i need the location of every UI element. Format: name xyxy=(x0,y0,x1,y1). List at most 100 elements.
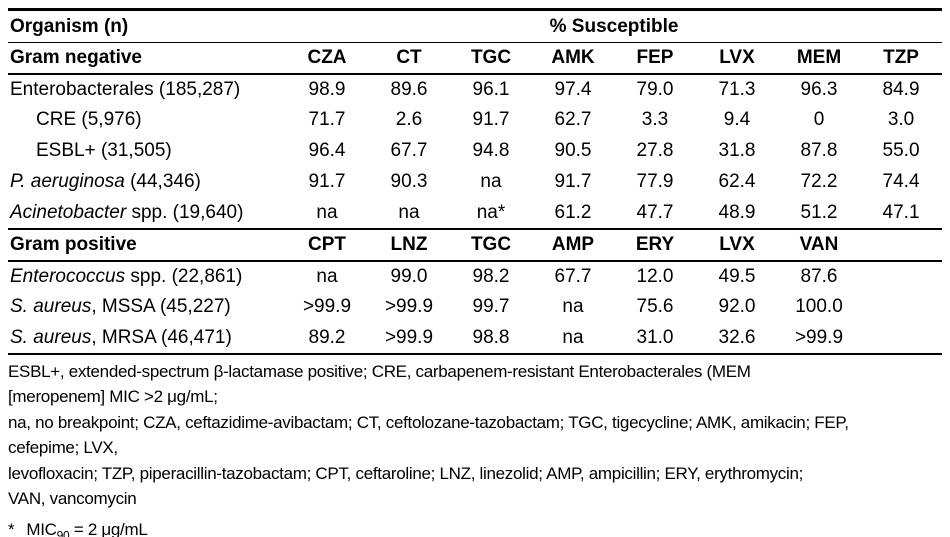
value-cell: 48.9 xyxy=(718,201,756,223)
value-cell: 47.1 xyxy=(882,201,920,223)
value-cell: 98.8 xyxy=(450,322,532,355)
value-cell: 96.3 xyxy=(800,78,838,100)
value-cell: 99.7 xyxy=(472,296,510,317)
value-cell: 62.7 xyxy=(554,109,592,130)
organism-cell: S. aureus, MSSA (45,227) xyxy=(10,296,231,317)
organism-italic-name: S. aureus xyxy=(10,326,92,348)
mic-subscript: 90 xyxy=(56,527,70,537)
organism-cell: Enterobacterales (185,287) xyxy=(10,78,241,100)
section-header-row-gram-positive: Gram positive CPT LNZ TGC AMP ERY LVX VAN xyxy=(8,227,943,262)
organism-italic-name: P. aeruginosa xyxy=(10,171,125,192)
organism-italic-name: Enterococcus xyxy=(10,265,126,287)
value-cell: 51.2 xyxy=(800,201,838,223)
value-cell: 92.0 xyxy=(718,296,756,317)
value-cell: 61.2 xyxy=(554,201,592,223)
organism-cell: Acinetobacter spp. (19,640) xyxy=(10,201,244,223)
table-title-row: Organism (n) % Susceptible xyxy=(8,8,943,43)
column-header-ct: CT xyxy=(368,42,450,75)
organism-cell: P. aeruginosa (44,346) xyxy=(10,171,201,192)
value-cell: 27.8 xyxy=(636,140,674,161)
table-row: Enterobacterales (185,287) 98.9 89.6 96.1 97… xyxy=(8,74,942,105)
value-cell: 32.6 xyxy=(696,322,778,355)
value-cell: 75.6 xyxy=(636,296,674,317)
percent-susceptible-header: % Susceptible xyxy=(286,8,943,43)
value-cell: 96.4 xyxy=(308,140,346,161)
organism-italic-name: Acinetobacter xyxy=(10,201,127,223)
value-cell: >99.9 xyxy=(384,296,434,317)
value-cell: 87.8 xyxy=(800,140,838,161)
value-cell: 98.2 xyxy=(472,265,510,287)
value-cell: 89.6 xyxy=(390,78,428,100)
value-cell: 74.4 xyxy=(882,171,920,192)
value-cell: 67.7 xyxy=(390,140,428,161)
column-header-fep: FEP xyxy=(614,42,696,75)
value-cell: 67.7 xyxy=(554,265,592,287)
value-cell: 72.2 xyxy=(800,171,838,192)
value-cell: na xyxy=(532,322,614,355)
organism-italic-name: S. aureus xyxy=(10,296,92,317)
value-cell: 94.8 xyxy=(472,140,510,161)
table-row: Enterococcus spp. (22,861) na 99.0 98.2 67.7… xyxy=(8,261,942,292)
value-cell: 91.7 xyxy=(472,109,510,130)
table-row: S. aureus, MSSA (45,227) >99.9 >99.9 99.7 na… xyxy=(8,292,942,323)
value-cell: 98.9 xyxy=(308,78,346,100)
value-cell: 62.4 xyxy=(718,171,756,192)
section-label-gram-negative: Gram negative xyxy=(8,42,286,75)
value-cell: na xyxy=(316,265,338,287)
organism-cell: S. aureus, MRSA (46,471) xyxy=(8,322,286,355)
column-header-tgc: TGC xyxy=(450,42,532,75)
value-cell: 49.5 xyxy=(718,265,756,287)
value-cell: 97.4 xyxy=(554,78,592,100)
value-cell: 71.3 xyxy=(718,78,756,100)
value-cell: 96.1 xyxy=(472,78,510,100)
column-header-empty xyxy=(860,227,943,262)
value-cell: 87.6 xyxy=(800,265,838,287)
value-cell: 47.7 xyxy=(636,201,674,223)
footnote-line: VAN, vancomycin xyxy=(8,489,137,508)
value-cell: 0 xyxy=(813,109,825,130)
table-row: CRE (5,976) 71.7 2.6 91.7 62.7 3.3 9.4 0 3.0 xyxy=(8,105,942,136)
column-header-amk: AMK xyxy=(532,42,614,75)
value-cell: >99.9 xyxy=(302,296,352,317)
value-cell xyxy=(860,292,942,323)
value-cell: 3.0 xyxy=(887,109,915,130)
susceptibility-table: Organism (n) % Susceptible Gram negative… xyxy=(8,8,943,355)
section-header-row-gram-negative: Gram negative CZA CT TGC AMK FEP LVX MEM TZP xyxy=(8,42,943,75)
value-cell: 99.0 xyxy=(390,265,428,287)
section-label-gram-positive: Gram positive xyxy=(8,227,286,262)
value-cell: >99.9 xyxy=(778,322,860,355)
value-cell: na xyxy=(480,171,502,192)
footnote-asterisk-line: * MIC90 = 2 μg/mL xyxy=(8,517,942,537)
value-cell: >99.9 xyxy=(368,322,450,355)
column-header-ery: ERY xyxy=(614,227,696,262)
value-cell: 100.0 xyxy=(795,296,843,317)
value-cell: 55.0 xyxy=(882,140,920,161)
column-header-mem: MEM xyxy=(778,42,860,75)
column-header-cpt: CPT xyxy=(286,227,368,262)
organism-cell: ESBL+ (31,505) xyxy=(36,140,172,161)
table-row: ESBL+ (31,505) 96.4 67.7 94.8 90.5 27.8 31.8 87… xyxy=(8,136,942,167)
column-header-lvx: LVX xyxy=(696,227,778,262)
table-row: Acinetobacter spp. (19,640) na na na* 61.2 47… xyxy=(8,198,942,229)
table-row: P. aeruginosa (44,346) 91.7 90.3 na 91.7 77.9… xyxy=(8,167,942,198)
value-cell: na* xyxy=(476,201,506,223)
value-cell: na xyxy=(562,296,584,317)
value-cell: 77.9 xyxy=(636,171,674,192)
value-cell: 91.7 xyxy=(308,171,346,192)
value-cell: 89.2 xyxy=(286,322,368,355)
value-cell: na xyxy=(316,201,338,223)
mic-value: = 2 μg/mL xyxy=(69,519,148,537)
table-row: S. aureus, MRSA (46,471) 89.2 >99.9 98.8 na 3… xyxy=(8,322,943,355)
value-cell: 79.0 xyxy=(636,78,674,100)
organism-cell: Enterococcus spp. (22,861) xyxy=(10,265,243,287)
column-header-tgc: TGC xyxy=(450,227,532,262)
table-body: Gram negative CZA CT TGC AMK FEP LVX MEM TZP Ente… xyxy=(8,42,943,355)
value-cell: 2.6 xyxy=(395,109,423,130)
value-cell: na xyxy=(398,201,420,223)
footnote-line: ESBL+, extended-spectrum β-lactamase pos… xyxy=(8,361,751,381)
value-cell: 91.7 xyxy=(554,171,592,192)
footnote-line: cefepime; LVX, xyxy=(8,438,118,457)
column-header-lvx: LVX xyxy=(696,42,778,75)
footnote-line: [meropenem] MIC >2 μg/mL; xyxy=(8,387,218,406)
footnote-line: na, no breakpoint; CZA, ceftazidime-avib… xyxy=(8,412,849,432)
